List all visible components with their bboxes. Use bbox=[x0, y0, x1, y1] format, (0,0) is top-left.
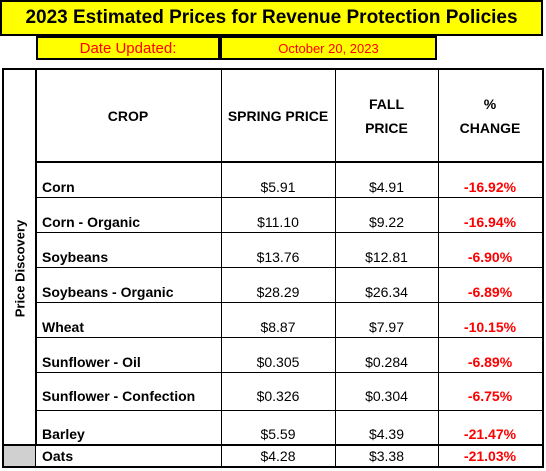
change-cell: -6.89% bbox=[467, 354, 513, 370]
date-updated-label: Date Updated: bbox=[36, 36, 220, 60]
fall-price-cell: $3.38 bbox=[368, 448, 405, 464]
spring-price-cell: $5.59 bbox=[260, 426, 296, 442]
crop-cell: Sunflower - Confection bbox=[42, 388, 196, 404]
price-table: Price Discovery CROP SPRING PRICE FALL PR… bbox=[2, 68, 544, 468]
crop-cell: Soybeans - Organic bbox=[42, 284, 174, 300]
crop-cell: Sunflower - Oil bbox=[42, 354, 141, 370]
header-fall-price: FALL PRICE bbox=[365, 95, 408, 136]
change-cell: -6.75% bbox=[467, 388, 513, 404]
spring-price-cell: $5.91 bbox=[260, 179, 296, 195]
fall-price-cell: $9.22 bbox=[368, 214, 405, 230]
fall-price-cell: $4.91 bbox=[368, 179, 405, 195]
price-discovery-label: Price Discovery bbox=[12, 219, 28, 317]
change-cell: -21.47% bbox=[463, 426, 517, 442]
shade-cell bbox=[2, 444, 36, 468]
crop-cell: Wheat bbox=[42, 319, 84, 335]
change-cell: -6.90% bbox=[467, 249, 513, 265]
change-cell: -10.15% bbox=[463, 319, 517, 335]
change-cell: -16.92% bbox=[463, 179, 517, 195]
crop-cell: Barley bbox=[42, 426, 85, 442]
header-percent-change: % CHANGE bbox=[459, 95, 521, 136]
crop-cell: Corn bbox=[42, 179, 75, 195]
spring-price-cell: $0.326 bbox=[256, 388, 300, 404]
date-updated-value: October 20, 2023 bbox=[220, 36, 437, 60]
fall-price-cell: $26.34 bbox=[365, 284, 408, 300]
spring-price-cell: $28.29 bbox=[256, 284, 300, 300]
crop-cell: Soybeans bbox=[42, 249, 109, 265]
change-cell: -6.89% bbox=[467, 284, 513, 300]
spring-price-cell: $8.87 bbox=[260, 319, 296, 335]
fall-price-cell: $7.97 bbox=[368, 319, 405, 335]
spring-price-cell: $0.305 bbox=[256, 354, 300, 370]
crop-cell: Corn - Organic bbox=[42, 214, 141, 230]
change-cell: -21.03% bbox=[463, 448, 517, 464]
crop-cell: Oats bbox=[42, 448, 74, 464]
header-crop: CROP bbox=[107, 107, 149, 124]
page-title: 2023 Estimated Prices for Revenue Protec… bbox=[0, 0, 543, 36]
spring-price-cell: $4.28 bbox=[260, 448, 296, 464]
fall-price-cell: $4.39 bbox=[368, 426, 405, 442]
spring-price-cell: $11.10 bbox=[257, 214, 299, 230]
fall-price-cell: $12.81 bbox=[365, 249, 408, 265]
fall-price-cell: $0.284 bbox=[365, 354, 408, 370]
spring-price-cell: $13.76 bbox=[256, 249, 300, 265]
change-cell: -16.94% bbox=[463, 214, 517, 230]
header-spring-price: SPRING PRICE bbox=[227, 107, 329, 124]
fall-price-cell: $0.304 bbox=[365, 388, 408, 404]
